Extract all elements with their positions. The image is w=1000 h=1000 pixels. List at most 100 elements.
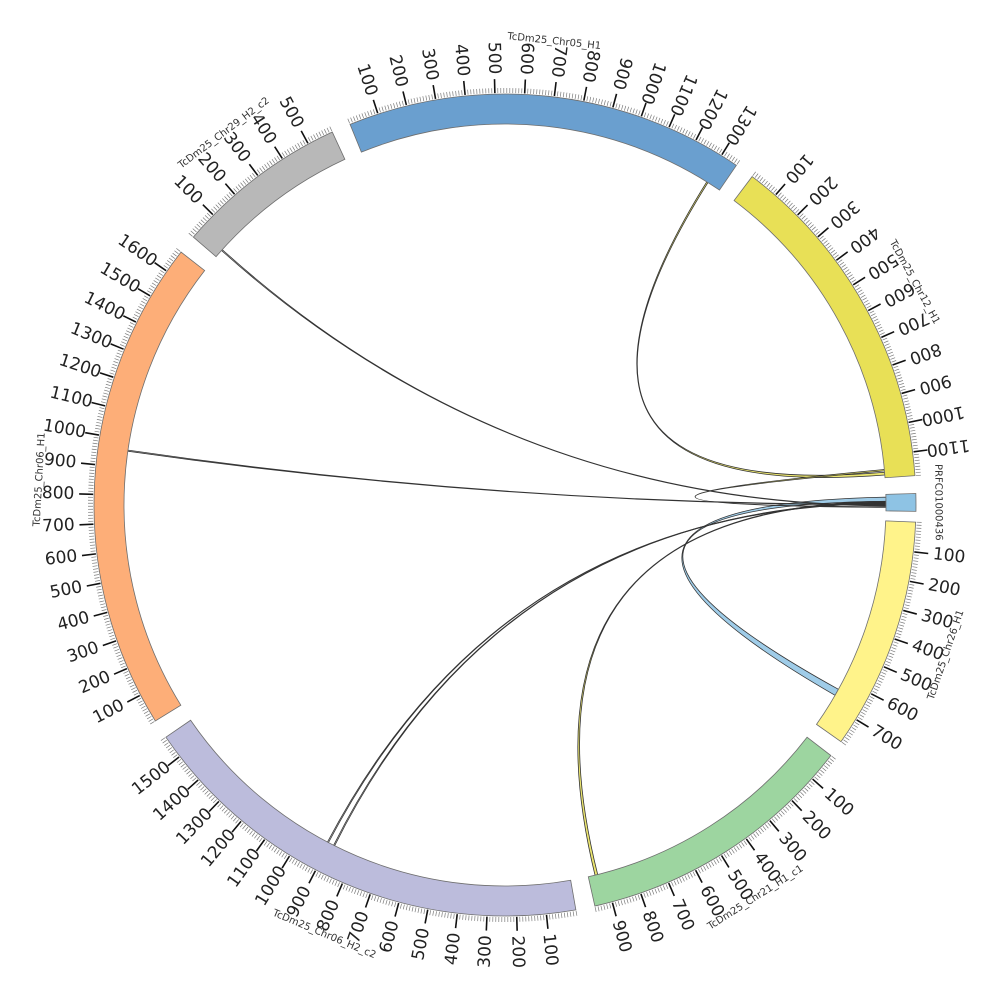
- ticks-tcdm25-chr12-h1: [752, 171, 921, 476]
- tick-label: 300: [64, 638, 101, 668]
- tick-label: 1100: [48, 383, 95, 413]
- tick-label: 1500: [96, 258, 143, 297]
- tick-mark: [903, 609, 918, 615]
- tick-mark: [231, 820, 242, 833]
- tick-mark: [545, 914, 549, 929]
- segment-tcdm25-chr06-h2-c2: [165, 719, 577, 917]
- tick-mark: [695, 127, 704, 141]
- tick-label: 1000: [41, 416, 87, 443]
- tick-label: 400: [55, 608, 92, 636]
- tick-label: 1600: [114, 230, 161, 271]
- tick-label: 700: [42, 515, 75, 536]
- tick-label: 300: [826, 196, 864, 232]
- tick-mark: [93, 611, 108, 617]
- tick-label: 300: [475, 935, 496, 968]
- tick-mark: [797, 204, 809, 216]
- tick-label: 1200: [56, 350, 103, 382]
- tick-mark: [300, 130, 309, 144]
- tick-label: 800: [578, 48, 604, 84]
- tick-label: 1400: [81, 288, 129, 325]
- tick-mark: [364, 894, 371, 908]
- tick-label: 200: [507, 935, 528, 968]
- tick-label: 500: [48, 577, 84, 603]
- tick-mark: [462, 80, 466, 96]
- tick-label: 900: [43, 450, 77, 473]
- tick-mark: [812, 778, 824, 789]
- tick-mark: [102, 640, 117, 647]
- tick-mark: [281, 855, 291, 869]
- tick-label: 900: [608, 55, 636, 92]
- tick-label: 800: [638, 908, 668, 945]
- tick-label: 800: [42, 483, 75, 504]
- tick-mark: [914, 551, 929, 555]
- tick-mark: [167, 756, 180, 767]
- tick-mark: [667, 882, 676, 897]
- tick-mark: [553, 81, 557, 97]
- tick-label: 300: [774, 829, 810, 867]
- tick-label: 100: [932, 544, 967, 568]
- tick-label: 1300: [720, 101, 760, 148]
- tick-mark: [883, 666, 898, 674]
- tick-mark: [432, 84, 437, 100]
- tick-mark: [745, 838, 756, 851]
- tick-mark: [91, 401, 106, 407]
- links-layer: [127, 181, 887, 876]
- tick-mark: [612, 93, 618, 108]
- tick-mark: [99, 372, 114, 378]
- segments-layer: [93, 93, 917, 917]
- tick-mark: [668, 113, 676, 128]
- tick-mark: [424, 909, 429, 924]
- tick-label: 200: [798, 807, 835, 844]
- link-4: [127, 449, 887, 506]
- tick-mark: [817, 227, 829, 238]
- tick-label: 400: [441, 932, 465, 967]
- tick-mark: [372, 99, 379, 114]
- segment-tcdm25-chr21-h1-c1: [587, 736, 832, 907]
- segment-tcdm25-chr29-h2-c2: [192, 131, 346, 258]
- segment-name-prfc01000436: PRFC01000436: [932, 464, 943, 541]
- tick-label: 300: [417, 47, 442, 82]
- tick-mark: [640, 893, 647, 908]
- tick-label: 400: [846, 222, 884, 257]
- tick-label: 100: [169, 171, 206, 208]
- segment-tcdm25-chr06-h1: [93, 251, 206, 722]
- segment-tcdm25-chr12-h1: [733, 176, 916, 479]
- tick-label: 200: [804, 172, 841, 209]
- tick-mark: [640, 102, 647, 117]
- tick-mark: [611, 902, 617, 917]
- tick-mark: [110, 343, 124, 350]
- tick-label: 1000: [920, 401, 966, 429]
- tick-mark: [894, 638, 909, 645]
- tick-label: 600: [376, 919, 404, 956]
- tick-label: 900: [608, 918, 636, 955]
- tick-mark: [154, 262, 167, 272]
- tick-label: 1200: [693, 85, 731, 133]
- tick-label: 600: [44, 546, 79, 570]
- tick-label: 900: [917, 370, 954, 398]
- tick-mark: [856, 719, 869, 728]
- tick-label: 100: [90, 695, 128, 728]
- tick-label: 100: [820, 784, 858, 821]
- tick-label: 1000: [251, 862, 291, 909]
- tick-mark: [852, 276, 866, 286]
- tick-mark: [308, 870, 317, 884]
- tick-label: 1100: [223, 845, 264, 892]
- tick-mark: [867, 303, 881, 312]
- tick-mark: [208, 800, 220, 813]
- tick-mark: [881, 330, 895, 339]
- segment-name-tcdm25-chr06-h1: TcDm25_Chr06_H1: [32, 432, 48, 528]
- tick-label: 500: [484, 42, 505, 75]
- link-5: [220, 249, 887, 507]
- tick-label: 1100: [926, 435, 971, 460]
- tick-mark: [255, 839, 266, 852]
- tick-mark: [394, 902, 400, 917]
- tick-label: 200: [926, 575, 962, 601]
- tick-mark: [901, 388, 916, 395]
- tick-label: 100: [538, 933, 561, 967]
- tick-mark: [79, 523, 94, 526]
- tick-mark: [913, 449, 928, 453]
- tick-mark: [909, 580, 924, 585]
- ticks-tcdm25-chr26-h1: [841, 521, 922, 746]
